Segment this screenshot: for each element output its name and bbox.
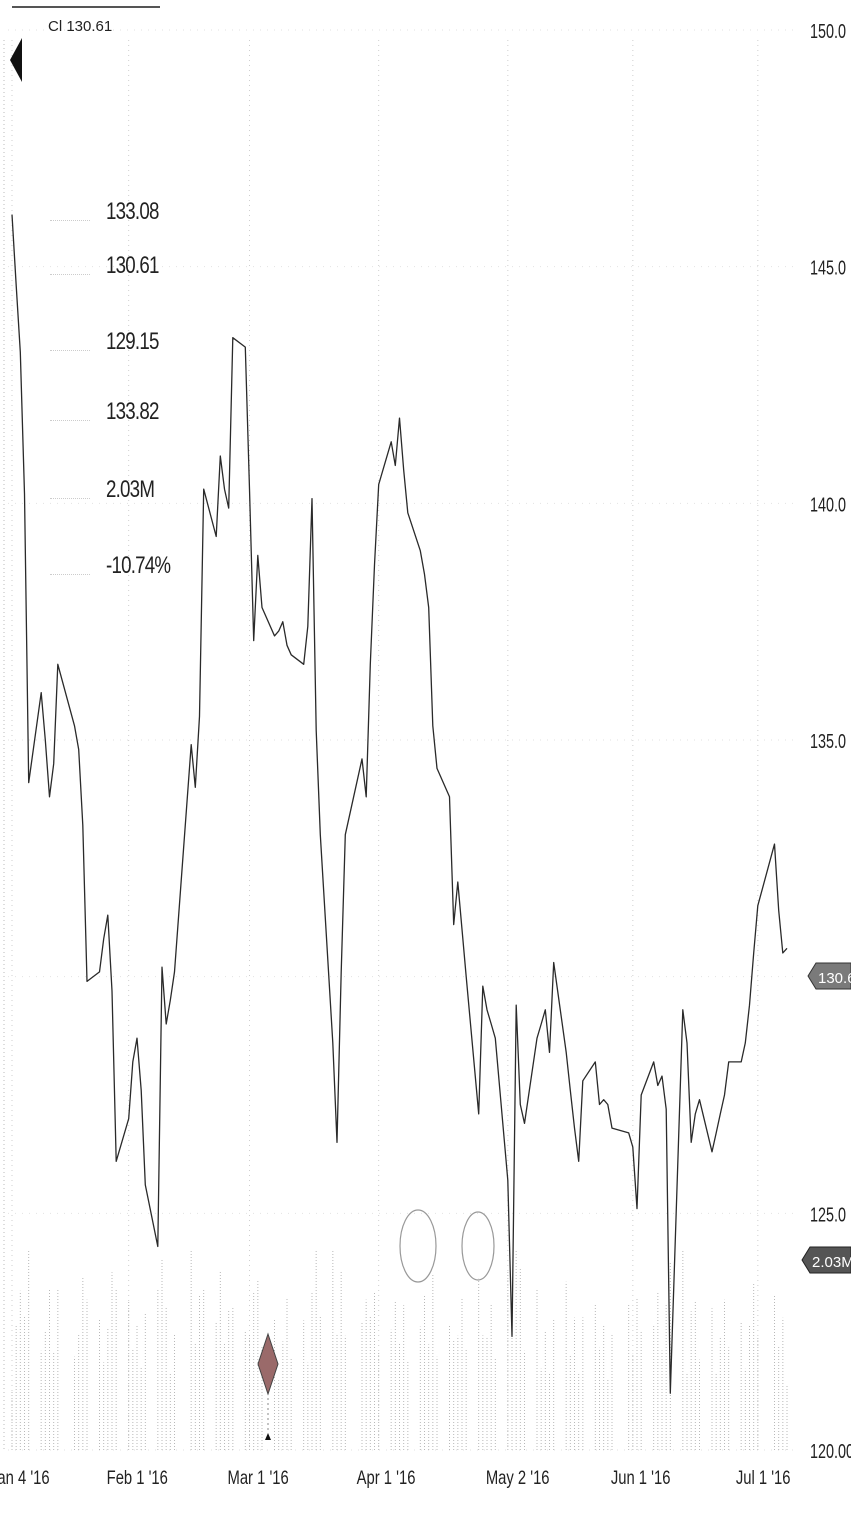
- x-tick-label: Jan 4 '16: [0, 1467, 50, 1488]
- price-badge-label: 130.61: [818, 970, 851, 987]
- y-tick-label: 120.00: [810, 1440, 851, 1463]
- stat-key-open: [50, 208, 90, 221]
- stat-volume-value: 2.03M: [106, 476, 155, 503]
- price-badge: 130.61: [807, 962, 851, 990]
- y-tick-label: 125.0: [810, 1203, 846, 1226]
- price-series: [11, 214, 788, 1394]
- stat-high-value: 133.82: [106, 398, 159, 425]
- stat-change-value: -10.74%: [106, 552, 171, 579]
- grid-lines: [3, 29, 795, 1451]
- y-tick-label: 135.0: [810, 730, 846, 753]
- volume-badge-label: 2.03M: [812, 1254, 851, 1271]
- event-marker-circle-2[interactable]: [461, 1211, 495, 1281]
- volume-bars: [11, 1250, 788, 1450]
- x-tick-label: Jul 1 '16: [736, 1467, 791, 1488]
- x-tick-label: Mar 1 '16: [228, 1467, 289, 1488]
- close-price-label: Cl 130.61: [48, 18, 113, 35]
- volume-badge: 2.03M: [801, 1246, 851, 1274]
- x-tick-label: Jun 1 '16: [611, 1467, 671, 1488]
- event-marker-circle-1[interactable]: [399, 1209, 437, 1283]
- y-tick-label: 150.0: [810, 20, 846, 43]
- stat-key-change: [50, 562, 90, 575]
- stat-open-value: 133.08: [106, 198, 159, 225]
- x-axis-ticks: Jan 4 '16 Feb 1 '16 Mar 1 '16 Apr 1 '16 May …: [0, 1467, 791, 1488]
- y-tick-label: 145.0: [810, 256, 846, 279]
- stat-key-close: [50, 262, 90, 275]
- x-tick-label: Feb 1 '16: [107, 1467, 168, 1488]
- price-line: [11, 214, 788, 1394]
- y-tick-label: 140.0: [810, 493, 846, 516]
- stat-key-high: [50, 408, 90, 421]
- back-arrow-icon[interactable]: [10, 38, 22, 82]
- stat-low-value: 129.15: [106, 328, 159, 355]
- x-tick-label: May 2 '16: [486, 1467, 550, 1488]
- y-axis-ticks: 150.0 145.0 140.0 135.0 125.0 120.00: [810, 20, 851, 1463]
- stat-close-value: 130.61: [106, 252, 159, 279]
- top-dotted-bar: [12, 6, 160, 8]
- stat-key-volume: [50, 486, 90, 499]
- stat-key-low: [50, 338, 90, 351]
- x-tick-label: Apr 1 '16: [357, 1467, 416, 1488]
- dividend-marker-diamond[interactable]: [257, 1332, 279, 1440]
